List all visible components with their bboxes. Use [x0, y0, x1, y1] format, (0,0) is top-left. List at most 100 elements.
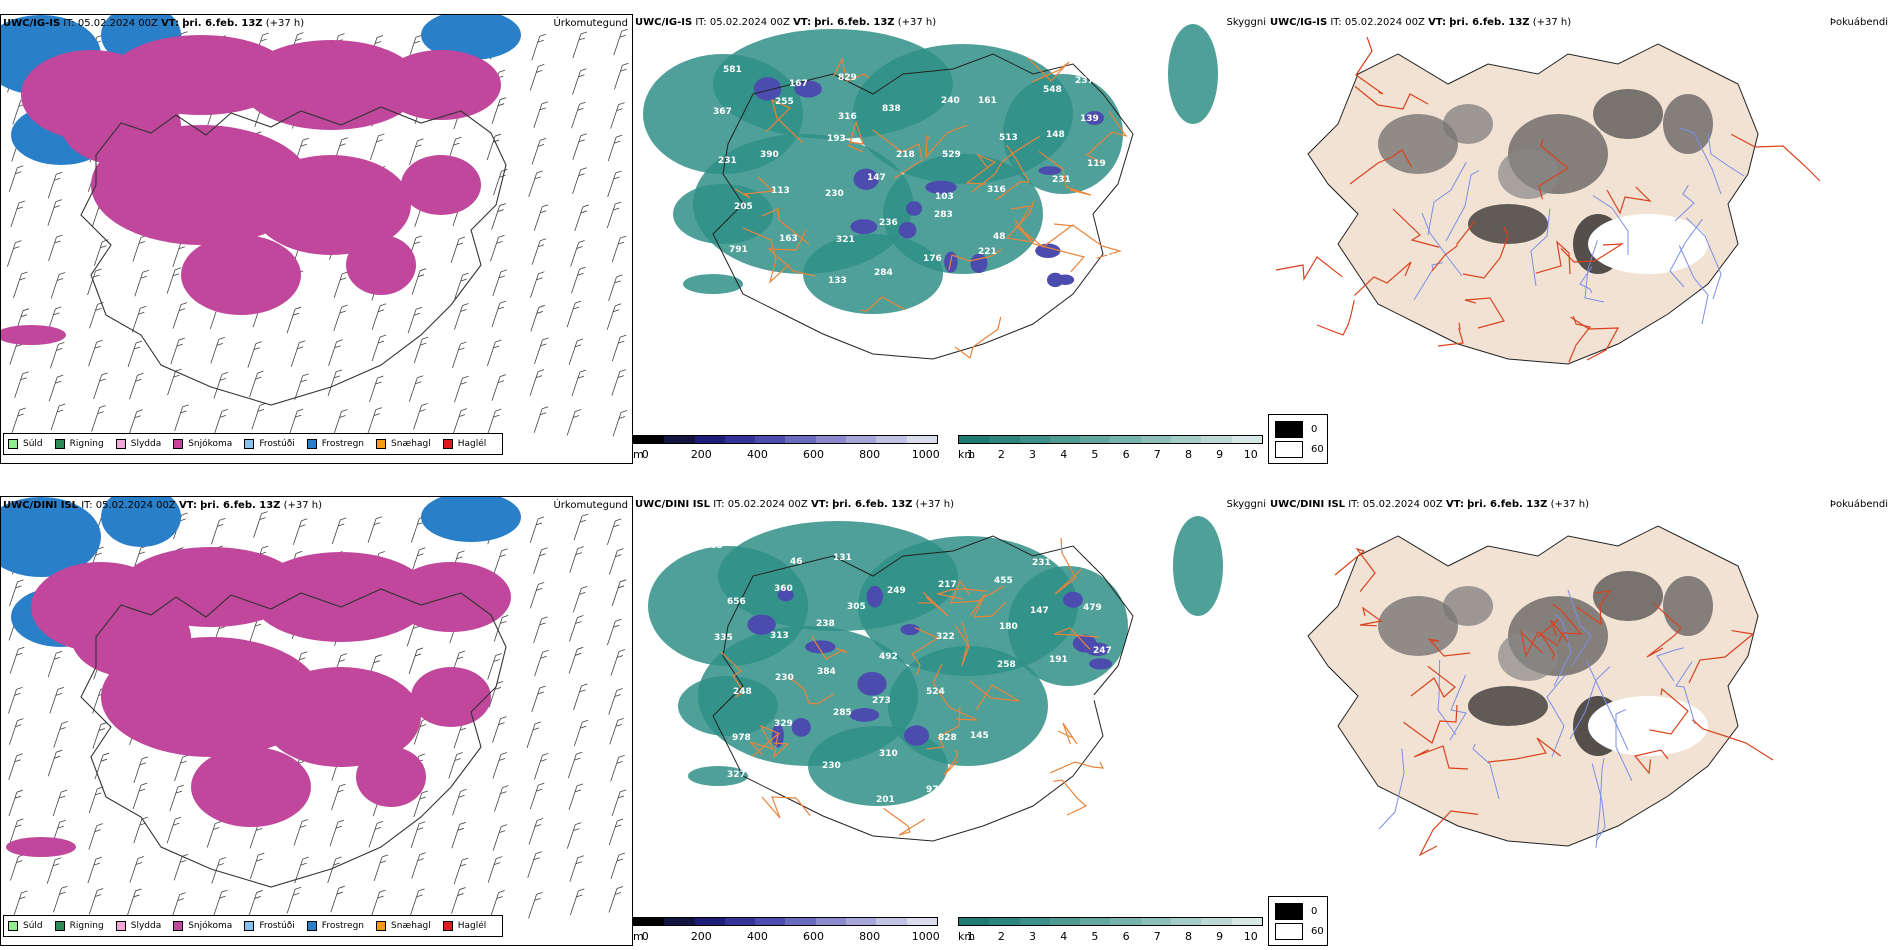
colorbar-ticks: 1 2 3 4 5 6 7 8 9 10: [958, 448, 1263, 462]
visibility-value: 305: [847, 602, 866, 612]
wind-barb: [610, 102, 625, 129]
visibility-value: 344: [1089, 694, 1108, 704]
wind-barb: [286, 306, 302, 334]
wind-barb: [450, 236, 466, 264]
header-bottom-visibility: UWC/DINI ISL IT: 05.02.2024 00Z VT: þri.…: [635, 499, 955, 510]
wind-barb: [454, 375, 469, 403]
visibility-value: 231: [1032, 558, 1051, 568]
legend-swatch: [244, 921, 255, 931]
wind-barb: [89, 301, 104, 329]
wind-barb: [570, 240, 585, 267]
wind-barb: [569, 855, 584, 882]
legend-item: Frostregn: [306, 921, 364, 931]
road: [1462, 226, 1509, 279]
river: [1674, 184, 1695, 222]
road: [720, 651, 745, 698]
freezing-rain-area: [101, 497, 181, 547]
visibility-value: 838: [882, 104, 901, 114]
colorbar-swatch: [1140, 436, 1172, 443]
wind-barb: [173, 853, 189, 881]
visibility-value: 226: [1023, 287, 1042, 297]
wind-barb: [213, 371, 229, 399]
colorbar-tick: 2: [997, 448, 1005, 461]
wind-barb: [292, 518, 308, 545]
wind-barb: [166, 267, 182, 294]
colorbar-swatch: [755, 918, 786, 925]
visibility-value: 205: [734, 202, 753, 212]
fog-area: [1663, 94, 1713, 154]
wind-barb: [48, 234, 63, 262]
wind-barb: [172, 302, 188, 329]
wind-barb: [608, 548, 624, 575]
colorbar-unit: km: [958, 930, 976, 943]
colorbar-swatch: [785, 918, 816, 925]
snowfall-area: [356, 747, 426, 807]
legend-item: Snjókoma: [173, 439, 232, 449]
visibility-value: 791: [729, 245, 748, 255]
colorbar-ticks: 0 200 400 600 800 1000: [633, 930, 940, 944]
colorbar-swatch: [634, 436, 665, 443]
visibility-value: 176: [923, 254, 942, 264]
precip-areas: [1, 497, 521, 857]
colorbar-swatch: [1049, 436, 1081, 443]
visibility-value: 285: [833, 708, 852, 718]
wind-barb: [369, 133, 385, 160]
legend-item: Slydda: [115, 921, 161, 931]
river: [1546, 674, 1566, 758]
visibility-value: 193: [730, 296, 749, 306]
wind-barb: [49, 686, 64, 714]
wind-barb: [451, 887, 466, 914]
road: [860, 296, 906, 312]
visibility-value: 581: [723, 65, 742, 75]
wind-barb: [572, 585, 588, 613]
snowfall-area: [241, 40, 421, 130]
wind-barb: [570, 888, 585, 915]
road: [1633, 749, 1669, 775]
road-network: [1275, 36, 1821, 363]
wind-barb: [166, 816, 182, 844]
colorbar-swatch: [876, 436, 907, 443]
wind-barb: [452, 789, 467, 816]
iceland-land: [1307, 525, 1759, 847]
wind-barb: [213, 889, 228, 917]
wind-barb: [7, 240, 22, 267]
fog-map-top: [1275, 36, 1821, 365]
wind-barb: [493, 548, 508, 575]
colorbar-swatch: [694, 918, 725, 925]
wind-barb: [330, 885, 345, 913]
legend-swatch: [376, 921, 387, 931]
wind-barb: [568, 646, 584, 674]
freezing-rain-area: [421, 15, 521, 60]
colorbar-tick: 8: [1184, 930, 1192, 943]
panel-title: Úrkomutegund: [553, 500, 628, 511]
fog-legend-label: 60: [1311, 444, 1324, 455]
road: [767, 230, 816, 277]
visibility-value: 255: [775, 97, 794, 107]
colorbar-unit: km: [958, 448, 976, 461]
wind-barb: [606, 518, 622, 546]
wind-barb: [413, 790, 428, 818]
wind-barb: [491, 300, 507, 328]
visibility-value: 829: [838, 73, 857, 83]
visibility-value: 513: [999, 133, 1018, 143]
precip-panel-top: UWC/IG-IS IT: 05.02.2024 00Z VT: þri. 6.…: [0, 14, 633, 464]
road: [1487, 737, 1562, 763]
legend-swatch: [173, 439, 184, 449]
panel-title: Skyggni: [1226, 17, 1266, 28]
road: [1392, 208, 1440, 248]
legend-swatch: [306, 439, 317, 449]
road: [1649, 687, 1689, 735]
wind-barb: [607, 134, 623, 162]
road: [1576, 590, 1612, 626]
wind-barb: [293, 819, 309, 846]
colorbar-tick: 8: [1184, 448, 1192, 461]
visibility-value: 148: [1046, 130, 1065, 140]
road: [833, 57, 870, 82]
wind-barb: [487, 856, 503, 883]
wind-barb: [611, 334, 627, 362]
wind-barb: [247, 341, 263, 368]
road: [1048, 761, 1105, 775]
snowfall-area: [191, 747, 311, 827]
wind-barb: [10, 200, 26, 228]
low-visibility-area: [1008, 566, 1128, 686]
